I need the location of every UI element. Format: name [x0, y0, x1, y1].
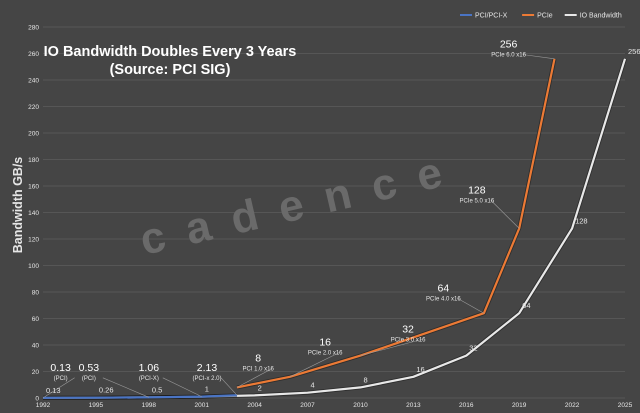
io-point-label: 256 [628, 47, 640, 56]
y-tick-label: 60 [32, 316, 40, 323]
annotations: 0.13 (PCI) 0.53 (PCI) 1.06 (PCI-X) 2.13 (PCI-x … [50, 39, 526, 382]
io-point-label: 0.26 [99, 386, 114, 395]
x-tick-label: 2007 [300, 402, 315, 409]
io-point-label: 8 [363, 375, 367, 384]
x-axis-ticks: 1992 1995 1998 2001 2004 2007 2010 2013 2016 2019… [36, 402, 633, 409]
y-axis-label: Bandwidth GB/s [11, 157, 25, 254]
chart-title-line2: (Source: PCI SIG) [110, 62, 231, 78]
annotation-sublabel: (PCI-x 2.0) [193, 376, 222, 382]
io-point-label: 4 [311, 381, 315, 390]
annotation-sublabel: (PCI-X) [139, 376, 159, 382]
y-tick-label: 40 [32, 343, 40, 350]
legend-label: PCIe [537, 13, 553, 20]
x-tick-label: 1992 [36, 402, 51, 409]
io-point-label: 32 [469, 344, 477, 353]
x-tick-label: 2016 [459, 402, 474, 409]
annotation-value: 0.53 [79, 362, 100, 374]
annotation-value: 256 [500, 39, 518, 51]
annotation-leader [457, 298, 485, 314]
x-tick-label: 1995 [89, 402, 104, 409]
annotation-leader [42, 377, 75, 399]
legend-label: PCI/PCI-X [475, 13, 508, 20]
x-tick-label: 2013 [406, 402, 421, 409]
y-tick-label: 260 [28, 51, 39, 58]
annotation-sublabel: (PCI) [54, 376, 68, 382]
annotation-sublabel: PCIe 4.0 x16 [426, 296, 461, 302]
annotation-leaders [42, 54, 555, 399]
annotation-sublabel: PCIe 5.0 x16 [460, 198, 495, 204]
y-tick-label: 80 [32, 290, 40, 297]
y-tick-label: 220 [28, 104, 39, 111]
x-tick-label: 2010 [353, 402, 368, 409]
series-line-pcie [236, 58, 556, 389]
y-tick-label: 20 [32, 369, 40, 376]
y-axis-ticks: 0 20 40 60 80 100 120 140 160 180 200 220 240 260 280 [28, 25, 39, 403]
annotation-leader [220, 377, 238, 396]
io-point-labels: 0.13 0.26 0.5 1 2 4 8 16 32 64 128 256 [46, 47, 640, 395]
legend: PCI/PCI-X PCIe IO Bandwidth [460, 13, 622, 20]
annotation-sublabel: PCI 1.0 x16 [242, 367, 274, 373]
legend-label: IO Bandwidth [580, 13, 622, 20]
annotation-value: 2.13 [197, 362, 218, 374]
annotation-value: 0.13 [50, 362, 71, 374]
annotation-leader [162, 377, 202, 397]
annotation-value: 32 [402, 323, 414, 335]
io-point-label: 1 [205, 385, 209, 394]
annotation-leader [360, 339, 423, 356]
y-tick-label: 180 [28, 157, 39, 164]
y-tick-label: 200 [28, 131, 39, 138]
io-point-label: 16 [416, 365, 424, 374]
annotation-sublabel: PCIe 6.0 x16 [491, 53, 526, 59]
io-point-label: 128 [575, 216, 588, 225]
io-point-label: 0.13 [46, 386, 61, 395]
y-tick-label: 160 [28, 184, 39, 191]
y-tick-label: 140 [28, 210, 39, 217]
annotation-leader [289, 352, 340, 378]
x-tick-label: 2001 [194, 402, 209, 409]
annotation-sublabel: (PCI) [82, 376, 96, 382]
annotation-value: 64 [438, 282, 450, 294]
annotation-value: 16 [319, 337, 331, 349]
y-tick-label: 280 [28, 25, 39, 32]
annotation-value: 128 [468, 184, 486, 196]
annotation-leader [490, 200, 520, 229]
annotation-value: 8 [255, 353, 261, 365]
x-tick-label: 1998 [142, 402, 157, 409]
x-tick-label: 2004 [247, 402, 262, 409]
x-tick-label: 2025 [618, 402, 633, 409]
annotation-leader [236, 368, 273, 388]
x-tick-label: 2022 [565, 402, 580, 409]
y-tick-label: 0 [35, 396, 39, 403]
io-point-label: 64 [522, 301, 530, 310]
annotation-value: 1.06 [139, 362, 160, 374]
chart-title-line1: IO Bandwidth Doubles Every 3 Years [44, 44, 297, 60]
annotation-sublabel: PCIe 3.0 x16 [391, 337, 426, 343]
annotation-sublabel: PCIe 2.0 x16 [308, 351, 343, 357]
y-tick-label: 120 [28, 237, 39, 244]
x-tick-label: 2019 [512, 402, 527, 409]
gridlines [43, 26, 625, 399]
y-tick-label: 240 [28, 78, 39, 85]
annotation-leader [102, 377, 149, 398]
io-point-label: 0.5 [152, 385, 162, 394]
y-tick-label: 100 [28, 263, 39, 270]
io-point-label: 2 [258, 383, 262, 392]
annotation-leader [522, 54, 555, 60]
